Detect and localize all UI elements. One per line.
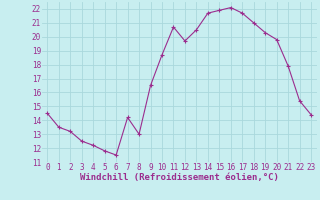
X-axis label: Windchill (Refroidissement éolien,°C): Windchill (Refroidissement éolien,°C)	[80, 173, 279, 182]
